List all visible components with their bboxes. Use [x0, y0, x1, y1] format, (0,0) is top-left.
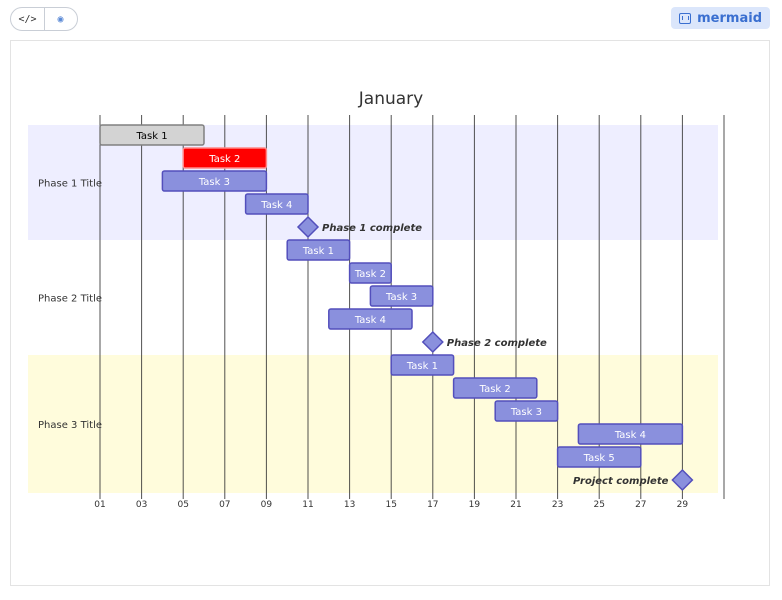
task-label: Task 2 — [208, 154, 240, 165]
milestone-label: Phase 1 complete — [322, 223, 422, 234]
task-bar[interactable] — [99, 124, 205, 146]
code-icon: </> — [18, 13, 37, 25]
task-label: Task 1 — [406, 361, 438, 372]
x-tick-label: 01 — [94, 500, 105, 510]
milestone-label: Phase 2 complete — [447, 338, 547, 349]
x-tick-label: 03 — [136, 500, 147, 510]
x-tick-label: 05 — [177, 500, 188, 510]
x-tick-label: 23 — [552, 500, 563, 510]
task-label: Task 4 — [260, 200, 292, 211]
task-bar[interactable] — [348, 262, 392, 284]
x-tick-label: 07 — [219, 500, 230, 510]
task-bar[interactable] — [556, 446, 642, 468]
task-label: Task 5 — [583, 453, 615, 464]
section-title: Phase 1 Title — [38, 179, 102, 190]
tasks-layer — [99, 124, 694, 492]
x-tick-label: 29 — [677, 500, 689, 510]
task-bar[interactable] — [369, 285, 434, 307]
x-tick-label: 15 — [385, 500, 396, 510]
labels-layer: Phase 1 Title Phase 2 Title Phase 3 Title T… — [38, 131, 669, 487]
task-label: Task 1 — [302, 246, 334, 257]
gantt-chart: 01 03 05 07 09 11 13 15 17 19 21 23 25 27 29 Phase 1 T… — [28, 89, 725, 510]
task-bar[interactable] — [577, 423, 684, 445]
code-view-button[interactable]: </> — [11, 8, 45, 30]
section-title: Phase 3 Title — [38, 420, 102, 431]
x-tick-label: 19 — [469, 500, 481, 510]
x-tick-label: 09 — [261, 500, 273, 510]
brand-label: mermaid — [697, 10, 762, 26]
chart-title: January — [358, 89, 423, 109]
task-label: Task 3 — [198, 177, 230, 188]
task-bar[interactable] — [182, 147, 268, 169]
mermaid-logo-icon — [679, 12, 692, 24]
section-title: Phase 2 Title — [38, 294, 102, 305]
preview-button[interactable]: ◉ — [44, 8, 77, 30]
x-tick-label: 17 — [427, 500, 438, 510]
task-label: Task 1 — [135, 131, 167, 142]
task-bar[interactable] — [244, 193, 309, 215]
task-label: Task 3 — [510, 407, 542, 418]
task-label: Task 2 — [354, 269, 386, 280]
eye-icon: ◉ — [57, 13, 64, 25]
task-label: Task 3 — [385, 292, 417, 303]
mermaid-brand-badge[interactable]: mermaid — [671, 7, 770, 29]
task-bar[interactable] — [494, 400, 559, 422]
x-tick-label: 11 — [302, 500, 313, 510]
task-bar[interactable] — [390, 354, 455, 376]
milestone-label: Project complete — [573, 476, 669, 487]
milestone-marker[interactable] — [421, 330, 444, 354]
task-bar[interactable] — [328, 308, 413, 330]
diagram-canvas: 01 03 05 07 09 11 13 15 17 19 21 23 25 27 29 Phase 1 T… — [10, 40, 770, 586]
milestone-marker[interactable] — [296, 215, 320, 239]
toolbar: </> ◉ mermaid — [0, 0, 782, 36]
x-tick-label: 27 — [635, 500, 646, 510]
task-label: Task 4 — [614, 430, 646, 441]
task-label: Task 4 — [354, 315, 386, 326]
task-label: Task 2 — [479, 384, 511, 395]
task-bar[interactable] — [161, 170, 268, 192]
milestone-marker[interactable] — [671, 468, 694, 492]
view-toggle-group: </> ◉ — [10, 7, 78, 31]
x-tick-label: 21 — [510, 500, 521, 510]
x-tick-label: 25 — [593, 500, 604, 510]
x-tick-label: 13 — [344, 500, 355, 510]
task-bar[interactable] — [452, 377, 538, 399]
task-bar[interactable] — [286, 239, 351, 261]
